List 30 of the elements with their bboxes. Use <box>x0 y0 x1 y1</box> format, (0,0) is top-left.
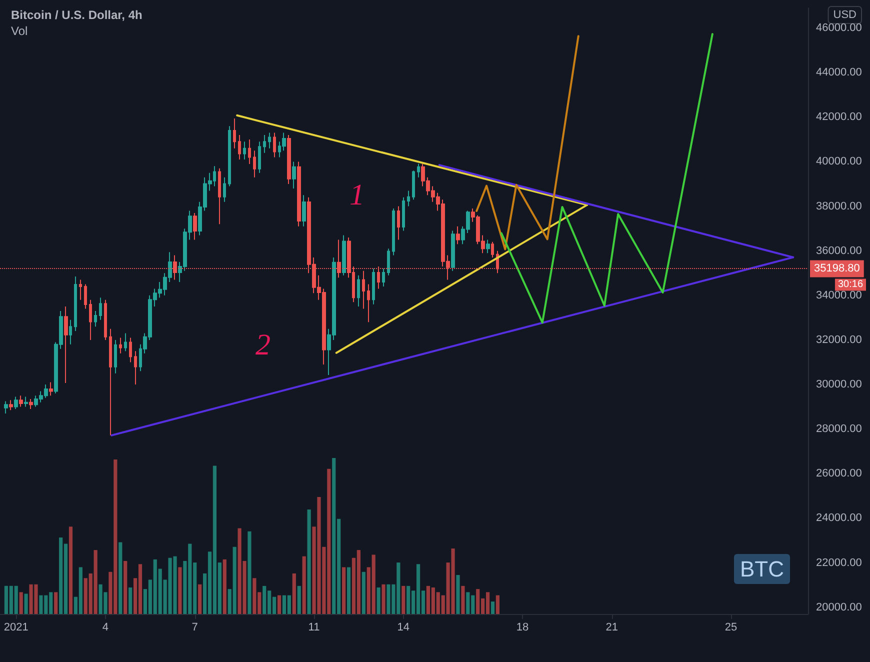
text: 30:16 <box>838 279 864 290</box>
y-tick-label: 44000.00 <box>816 66 862 79</box>
y-tick-label: 32000.00 <box>816 334 862 346</box>
y-tick-label: 22000.00 <box>816 556 862 569</box>
annotation: BTC <box>740 556 784 582</box>
y-tick-label: 38000.00 <box>816 200 862 212</box>
y-tick-label: 30000.00 <box>816 378 862 391</box>
y-tick-label: 24000.00 <box>816 512 862 524</box>
x-tick-label: 2021 <box>4 622 28 634</box>
y-tick-label: 20000.00 <box>816 601 862 614</box>
x-tick-label: 7 <box>192 622 198 634</box>
x-tick-label: 25 <box>724 622 738 634</box>
x-tick-label: 14 <box>397 622 410 634</box>
y-tick-label: 46000.00 <box>816 22 862 34</box>
y-tick-label: 42000.00 <box>816 111 862 124</box>
y-tick-label: 34000.00 <box>816 289 862 302</box>
ref-line-label: 35198.80 <box>814 262 860 275</box>
y-tick-label: 26000.00 <box>816 468 862 480</box>
x-tick-label: 4 <box>102 622 109 634</box>
x-tick-label: 18 <box>516 622 529 634</box>
y-tick-label: 28000.00 <box>816 423 862 436</box>
x-tick-label: 11 <box>308 622 320 634</box>
text: Vol <box>11 24 28 38</box>
y-axis-title: USD <box>833 9 857 21</box>
y-tick-label: 36000.00 <box>816 244 862 257</box>
x-tick-label: 21 <box>606 622 618 634</box>
annotation: 2 <box>256 328 270 362</box>
chart-title: Bitcoin / U.S. Dollar, 4h <box>11 8 142 22</box>
y-tick-label: 40000.00 <box>816 156 862 168</box>
annotation: 1 <box>350 178 364 212</box>
